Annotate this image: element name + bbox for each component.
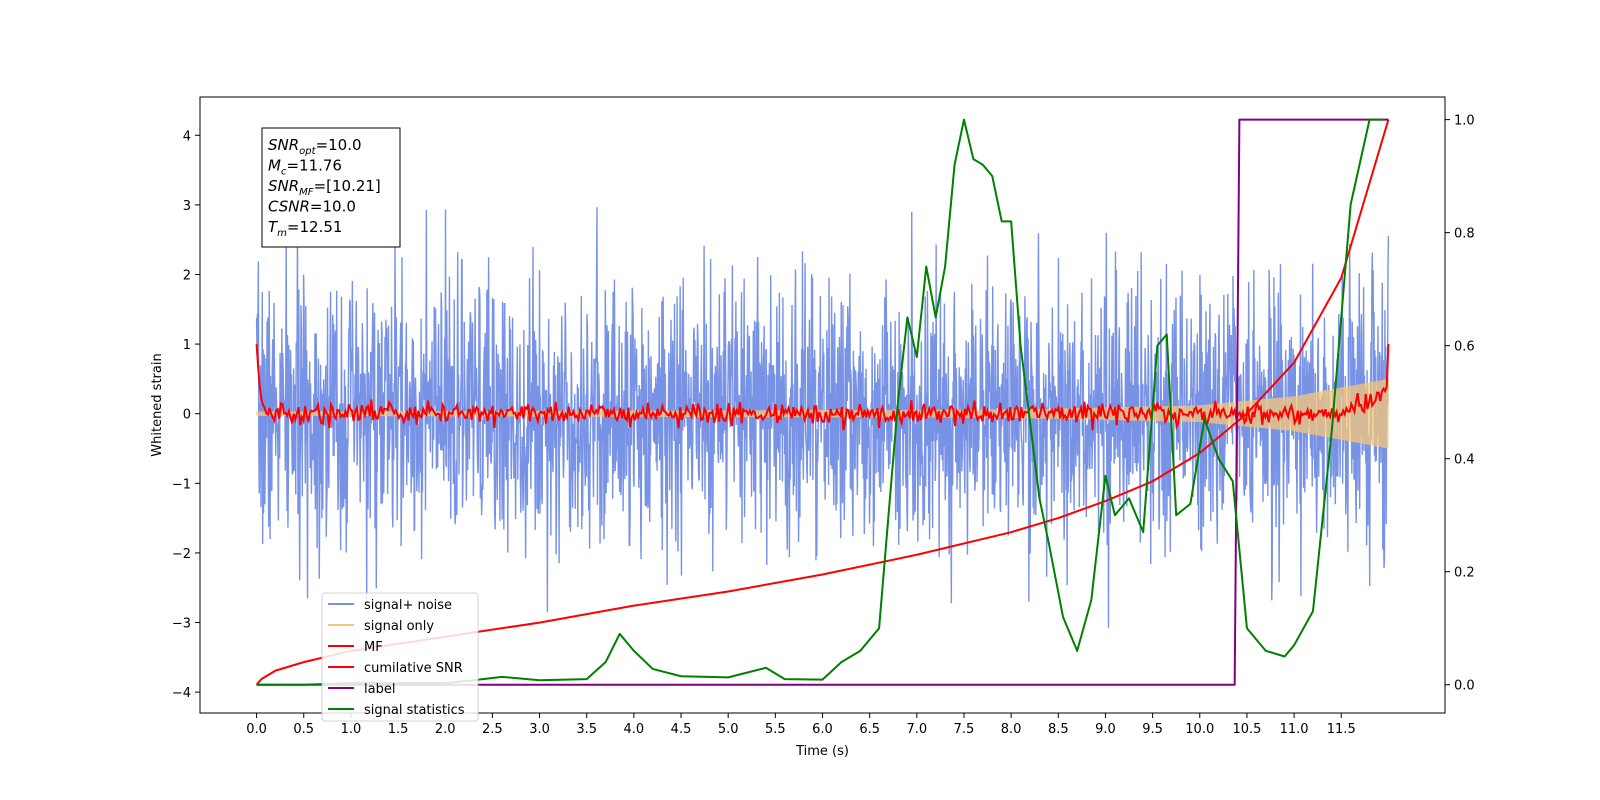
y-right-tick-label: 0.2 xyxy=(1454,566,1475,581)
x-tick-label: 6.0 xyxy=(812,722,833,737)
plot-area xyxy=(255,118,1390,686)
x-tick-label: 3.5 xyxy=(576,722,597,737)
y-right-tick-label: 0.6 xyxy=(1454,340,1475,355)
info-snr_mf: SNRMF=[10.21] xyxy=(268,177,381,198)
series-mf-line xyxy=(255,344,1390,431)
x-tick-label: 11.0 xyxy=(1280,722,1309,737)
info-mc: Mc=11.76 xyxy=(268,157,342,178)
x-tick-label: 6.5 xyxy=(859,722,880,737)
y-left-tick-label: −2 xyxy=(172,547,191,562)
x-tick-label: 2.5 xyxy=(482,722,503,737)
legend-label: signal statistics xyxy=(364,703,465,718)
legend-label: cumilative SNR xyxy=(364,661,463,676)
legend-label: MF xyxy=(364,640,383,655)
x-tick-label: 10.5 xyxy=(1232,722,1261,737)
x-tick-label: 5.5 xyxy=(765,722,786,737)
x-tick-label: 7.0 xyxy=(906,722,927,737)
x-tick-label: 9.0 xyxy=(1095,722,1116,737)
y-axis-label: Whitened strain xyxy=(150,353,165,456)
x-tick-label: 8.0 xyxy=(1001,722,1022,737)
x-tick-label: 1.0 xyxy=(341,722,362,737)
y-left-tick-label: 2 xyxy=(183,268,191,283)
y-left-tick-label: −1 xyxy=(172,477,191,492)
info-tm: Tm=12.51 xyxy=(268,218,342,239)
x-tick-label: 4.0 xyxy=(624,722,645,737)
x-tick-label: 2.0 xyxy=(435,722,456,737)
series-label-line xyxy=(256,118,1389,686)
legend-label: label xyxy=(364,682,395,697)
x-tick-label: 8.5 xyxy=(1048,722,1069,737)
y-right-tick-label: 0.4 xyxy=(1454,453,1475,468)
x-tick-label: 9.5 xyxy=(1142,722,1163,737)
x-tick-label: 1.5 xyxy=(388,722,409,737)
info-csnr: CSNR=10.0 xyxy=(268,198,356,216)
x-axis-label: Time (s) xyxy=(795,744,849,759)
x-tick-label: 0.0 xyxy=(246,722,267,737)
y-left-tick-label: −3 xyxy=(172,617,191,632)
x-tick-label: 3.0 xyxy=(529,722,550,737)
y-left-tick-label: 4 xyxy=(183,129,191,144)
legend-label: signal+ noise xyxy=(364,598,452,613)
y-left-tick-label: 0 xyxy=(183,408,191,423)
x-tick-label: 11.5 xyxy=(1327,722,1356,737)
series-signal-noise-line xyxy=(255,207,1390,628)
series-cumilative-snr-line xyxy=(255,119,1390,686)
info-snr_opt: SNRopt=10.0 xyxy=(268,136,362,157)
series-signal-statistics-line xyxy=(256,118,1384,686)
y-left-tick-label: −4 xyxy=(172,686,191,701)
x-tick-label: 7.5 xyxy=(954,722,975,737)
y-left-tick-label: 3 xyxy=(183,199,191,214)
info-box: SNRopt=10.0Mc=11.76SNRMF=[10.21]CSNR=10.… xyxy=(261,127,401,248)
x-tick-label: 5.0 xyxy=(718,722,739,737)
x-tick-label: 10.0 xyxy=(1185,722,1214,737)
legend: signal+ noise signal only MF cumilative SNR… xyxy=(321,592,479,722)
x-tick-label: 4.5 xyxy=(671,722,692,737)
x-tick-label: 0.5 xyxy=(293,722,314,737)
y-right-tick-label: 0.0 xyxy=(1454,679,1475,694)
y-left-tick-label: 1 xyxy=(183,338,191,353)
y-right-tick-label: 0.8 xyxy=(1454,227,1475,242)
legend-label: signal only xyxy=(364,619,434,634)
y-right-tick-label: 1.0 xyxy=(1454,114,1475,129)
